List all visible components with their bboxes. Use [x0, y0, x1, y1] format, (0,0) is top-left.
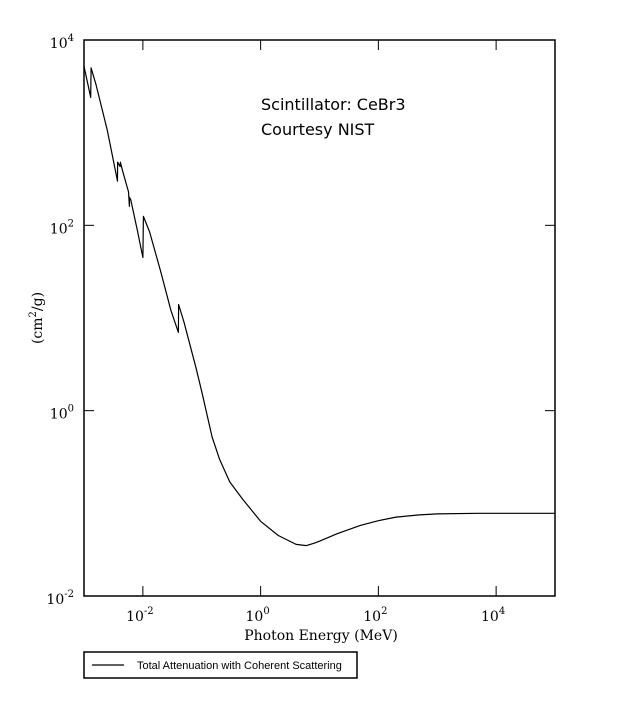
y-tick-label-exp: 2 [68, 218, 74, 229]
x-tick-label-exp: 2 [381, 606, 387, 617]
y-tick-label-exp: 0 [68, 404, 74, 415]
legend-label: Total Attenuation with Coherent Scatteri… [137, 660, 342, 672]
x-tick-label-exp: 0 [263, 606, 269, 617]
x-tick-label-base: 10 [363, 609, 381, 625]
y-axis-label-suffix: /g) [30, 292, 46, 311]
x-tick-label-exp: -2 [144, 606, 154, 617]
y-tick-label: 10-2 [46, 589, 74, 608]
y-axis-label: (cm2/g) [28, 292, 46, 344]
annotation-scintillator: Scintillator: CeBr3 [261, 95, 406, 114]
series-line-total-attenuation [83, 66, 555, 547]
y-tick-label: 100 [50, 404, 74, 423]
x-tick-label: 102 [363, 606, 387, 625]
x-tick-label: 104 [481, 606, 505, 625]
x-tick-label: 100 [246, 606, 270, 625]
plot-frame [83, 39, 556, 597]
x-axis-label: Photon Energy (MeV) [244, 628, 398, 644]
y-tick-label-exp: -2 [64, 589, 74, 600]
x-tick-label-exp: 4 [499, 606, 505, 617]
y-tick-label-exp: 4 [68, 33, 74, 44]
annotation-courtesy: Courtesy NIST [261, 120, 375, 139]
x-tick-label-base: 10 [481, 609, 499, 625]
y-axis-label-sup: 2 [28, 311, 39, 317]
y-tick-label-base: 10 [50, 36, 68, 52]
x-tick-label: 10-2 [126, 606, 154, 625]
legend-box [83, 651, 358, 679]
y-tick-label: 104 [50, 33, 74, 52]
y-axis-label-prefix: (cm [30, 317, 46, 344]
x-tick-label-base: 10 [246, 609, 264, 625]
axis-ticks [84, 39, 555, 597]
y-tick-label-base: 10 [46, 592, 64, 608]
y-tick-label: 102 [50, 218, 74, 237]
legend: Total Attenuation with Coherent Scatteri… [83, 651, 358, 679]
y-tick-label-base: 10 [50, 221, 68, 237]
x-tick-label-base: 10 [126, 609, 144, 625]
y-tick-label-base: 10 [50, 407, 68, 423]
